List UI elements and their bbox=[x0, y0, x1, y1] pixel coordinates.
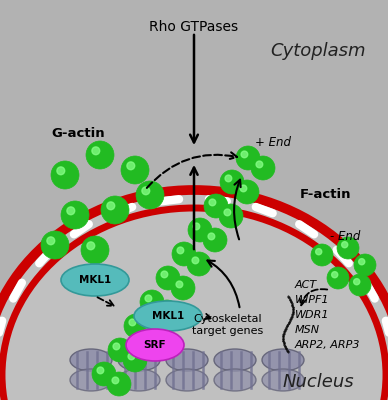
Ellipse shape bbox=[166, 369, 208, 391]
Text: MKL1: MKL1 bbox=[79, 275, 111, 285]
Circle shape bbox=[235, 180, 259, 204]
Circle shape bbox=[101, 196, 129, 224]
Ellipse shape bbox=[214, 369, 256, 391]
Ellipse shape bbox=[118, 369, 160, 391]
Circle shape bbox=[354, 254, 376, 276]
Circle shape bbox=[220, 170, 244, 194]
Circle shape bbox=[219, 204, 243, 228]
Circle shape bbox=[311, 244, 333, 266]
Text: SRF: SRF bbox=[144, 340, 166, 350]
Circle shape bbox=[236, 146, 260, 170]
Circle shape bbox=[225, 175, 232, 182]
Circle shape bbox=[87, 242, 95, 250]
Circle shape bbox=[145, 295, 152, 302]
Circle shape bbox=[57, 167, 65, 175]
Circle shape bbox=[107, 372, 131, 396]
Ellipse shape bbox=[70, 349, 112, 371]
Circle shape bbox=[47, 237, 55, 245]
Text: F-actin: F-actin bbox=[300, 188, 352, 202]
Circle shape bbox=[97, 367, 104, 374]
Ellipse shape bbox=[166, 349, 208, 371]
Ellipse shape bbox=[126, 329, 184, 361]
Circle shape bbox=[177, 247, 184, 254]
Circle shape bbox=[41, 231, 69, 259]
Circle shape bbox=[113, 343, 120, 350]
Text: Nucleus: Nucleus bbox=[282, 373, 354, 391]
Circle shape bbox=[108, 338, 132, 362]
Circle shape bbox=[224, 209, 231, 216]
Text: Rho GTPases: Rho GTPases bbox=[149, 20, 239, 34]
Circle shape bbox=[256, 161, 263, 168]
Circle shape bbox=[193, 223, 200, 230]
Circle shape bbox=[332, 272, 338, 278]
Circle shape bbox=[337, 237, 359, 259]
Circle shape bbox=[188, 218, 212, 242]
Circle shape bbox=[67, 207, 75, 215]
Circle shape bbox=[139, 324, 163, 348]
Circle shape bbox=[123, 348, 147, 372]
Text: - End: - End bbox=[330, 230, 360, 244]
Circle shape bbox=[204, 194, 228, 218]
Circle shape bbox=[203, 228, 227, 252]
Text: G-actin: G-actin bbox=[51, 127, 105, 140]
Text: Cytoplasm: Cytoplasm bbox=[270, 42, 366, 60]
Circle shape bbox=[176, 281, 183, 288]
Circle shape bbox=[81, 236, 109, 264]
Circle shape bbox=[92, 147, 100, 155]
Circle shape bbox=[209, 199, 216, 206]
Circle shape bbox=[160, 305, 167, 312]
Circle shape bbox=[92, 362, 116, 386]
Circle shape bbox=[140, 290, 164, 314]
Circle shape bbox=[86, 141, 114, 169]
Circle shape bbox=[251, 156, 275, 180]
Circle shape bbox=[128, 353, 135, 360]
Ellipse shape bbox=[262, 349, 304, 371]
Circle shape bbox=[353, 279, 360, 285]
Circle shape bbox=[208, 233, 215, 240]
Text: + End: + End bbox=[255, 136, 291, 150]
Circle shape bbox=[327, 267, 349, 289]
Circle shape bbox=[315, 249, 322, 255]
Circle shape bbox=[349, 274, 371, 296]
Circle shape bbox=[142, 187, 150, 195]
Circle shape bbox=[155, 300, 179, 324]
Circle shape bbox=[124, 314, 148, 338]
Circle shape bbox=[341, 242, 348, 248]
Circle shape bbox=[241, 151, 248, 158]
Ellipse shape bbox=[214, 349, 256, 371]
Circle shape bbox=[192, 257, 199, 264]
Circle shape bbox=[112, 377, 119, 384]
Circle shape bbox=[129, 319, 136, 326]
Circle shape bbox=[107, 202, 115, 210]
Circle shape bbox=[240, 185, 247, 192]
Text: ACT
WIPF1
WDR1
MSN
ARP2, ARP3: ACT WIPF1 WDR1 MSN ARP2, ARP3 bbox=[295, 280, 360, 350]
Ellipse shape bbox=[262, 369, 304, 391]
Circle shape bbox=[172, 242, 196, 266]
Circle shape bbox=[144, 329, 151, 336]
Circle shape bbox=[187, 252, 211, 276]
Circle shape bbox=[51, 161, 79, 189]
Text: MKL1: MKL1 bbox=[152, 311, 184, 321]
Circle shape bbox=[136, 181, 164, 209]
Circle shape bbox=[61, 201, 89, 229]
Circle shape bbox=[121, 156, 149, 184]
Circle shape bbox=[171, 276, 195, 300]
Circle shape bbox=[156, 266, 180, 290]
Circle shape bbox=[359, 259, 365, 265]
Text: Cytoskeletal
target genes: Cytoskeletal target genes bbox=[192, 314, 263, 336]
Ellipse shape bbox=[61, 264, 129, 296]
Ellipse shape bbox=[118, 349, 160, 371]
Ellipse shape bbox=[70, 369, 112, 391]
Ellipse shape bbox=[134, 301, 202, 331]
Ellipse shape bbox=[0, 190, 388, 400]
Circle shape bbox=[161, 271, 168, 278]
Circle shape bbox=[127, 162, 135, 170]
